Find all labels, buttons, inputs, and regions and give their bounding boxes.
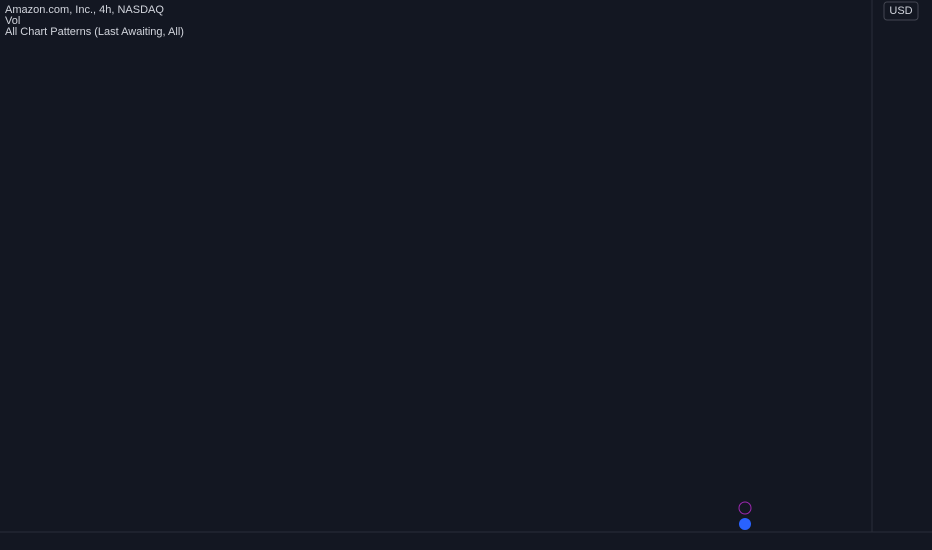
indicator-label: All Chart Patterns (Last Awaiting, All) (5, 26, 184, 38)
icon (739, 518, 751, 530)
volume-label: Vol (5, 15, 20, 27)
symbol-title: Amazon.com, Inc., 4h, NASDAQ (5, 4, 164, 16)
currency[interactable]: USD (889, 5, 912, 17)
currency-button[interactable] (883, 1, 919, 21)
icon (738, 501, 752, 515)
